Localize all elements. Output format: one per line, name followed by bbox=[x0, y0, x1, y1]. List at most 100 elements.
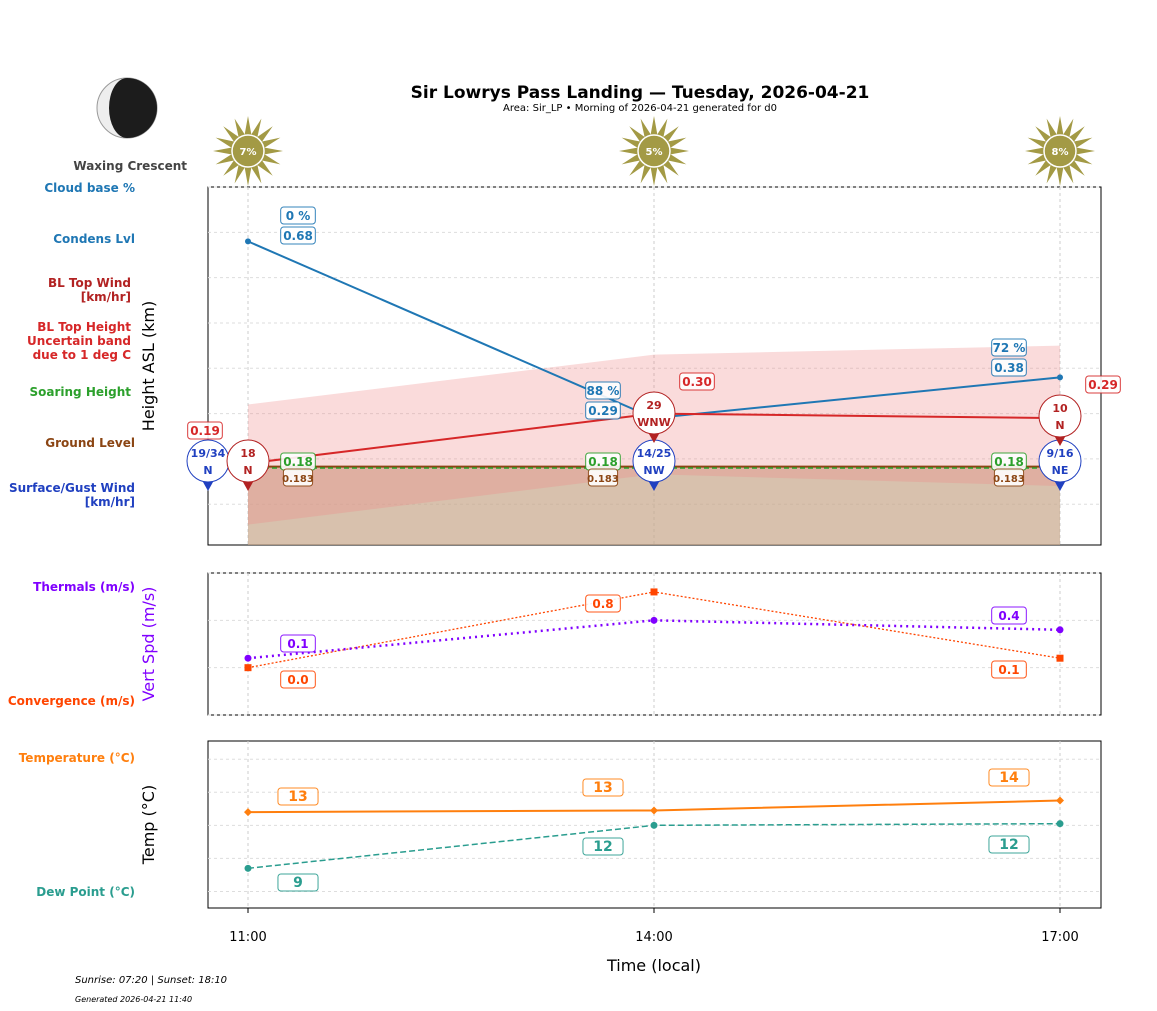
condens-point bbox=[245, 238, 251, 245]
sun-disc bbox=[1043, 134, 1077, 168]
label-cloud-base: Cloud base % bbox=[44, 181, 135, 195]
bl-top-wind-speed: 10 bbox=[1052, 402, 1068, 415]
surface-wind-arrow-icon bbox=[1055, 482, 1065, 491]
x-axis-label: Time (local) bbox=[606, 956, 701, 975]
thermal-point bbox=[244, 654, 252, 662]
bl-top-label: 0.19 bbox=[190, 424, 220, 438]
label-temperature: Temperature (°C) bbox=[18, 751, 135, 765]
x-tick-label: 11:00 bbox=[229, 930, 266, 945]
thermal-point bbox=[1056, 626, 1064, 634]
ground-label-box bbox=[282, 468, 314, 487]
sun-percent: 5% bbox=[646, 147, 663, 158]
thermal-label-box bbox=[280, 634, 316, 653]
bl-top-wind-arrow-icon bbox=[649, 434, 659, 443]
convergence-point bbox=[1056, 654, 1064, 662]
label-surface-wind: Surface/Gust Wind [km/hr] bbox=[9, 481, 135, 509]
condens-label: 0.68 bbox=[283, 229, 313, 243]
dew-point-label-box bbox=[277, 873, 319, 892]
condens-label-box bbox=[280, 226, 316, 245]
label-bl-height: BL Top Height Uncertain band due to 1 de… bbox=[27, 320, 131, 362]
temperature-point bbox=[650, 806, 658, 815]
surface-wind-speed: 9/16 bbox=[1047, 447, 1074, 460]
label-dew-point: Dew Point (°C) bbox=[36, 885, 135, 899]
dew-point-label: 9 bbox=[293, 875, 303, 891]
generated-time: Generated 2026-04-21 11:40 bbox=[75, 995, 193, 1004]
bl-top-label-box bbox=[187, 421, 223, 440]
dew-point-point bbox=[1056, 820, 1064, 828]
temperature-label: 13 bbox=[288, 789, 307, 805]
condens-label: 0.29 bbox=[588, 404, 618, 418]
thermals-line bbox=[247, 619, 1061, 660]
thermal-label: 0.4 bbox=[998, 609, 1019, 623]
ground-label: 0.183 bbox=[587, 474, 619, 485]
bl-top-wind-arrow-icon bbox=[243, 482, 253, 491]
temperature-label-box bbox=[988, 768, 1030, 787]
cloud-base-label-box bbox=[280, 206, 316, 225]
thermal-point bbox=[650, 616, 658, 624]
label-thermals: Thermals (m/s) bbox=[33, 580, 135, 594]
bl-top-wind-speed: 29 bbox=[646, 399, 661, 412]
thermal-label-box bbox=[991, 606, 1027, 625]
moon-phase-label: Waxing Crescent bbox=[73, 159, 187, 173]
convergence-label-box bbox=[280, 670, 316, 689]
temperature-label-box bbox=[582, 778, 624, 797]
sun-disc bbox=[637, 134, 671, 168]
convergence-label: 0.0 bbox=[287, 673, 308, 687]
convergence-point bbox=[650, 588, 658, 596]
cloud-base-label: 88 % bbox=[587, 384, 620, 398]
ground-label: 0.183 bbox=[993, 474, 1025, 485]
temperature-point bbox=[244, 808, 252, 817]
convergence-point bbox=[244, 664, 252, 672]
temperature-label: 13 bbox=[593, 780, 612, 796]
bl-top-wind-direction: N bbox=[243, 464, 252, 477]
soaring-label: 0.18 bbox=[588, 455, 618, 469]
temperature-label: 14 bbox=[999, 770, 1019, 786]
sun-percent: 8% bbox=[1052, 147, 1069, 158]
soaring-label: 0.18 bbox=[994, 455, 1024, 469]
cloud-base-label: 72 % bbox=[993, 341, 1026, 355]
dew-point-point bbox=[650, 821, 658, 829]
surface-wind-direction: N bbox=[203, 464, 212, 477]
bl-top-label-box bbox=[679, 372, 715, 391]
temperature-label-box bbox=[277, 787, 319, 806]
bl-top-label-box bbox=[1085, 375, 1121, 394]
convergence-label: 0.8 bbox=[592, 597, 613, 611]
temperature-point bbox=[1056, 796, 1064, 805]
cloud-base-label: 0 % bbox=[286, 209, 311, 223]
convergence-label-box bbox=[991, 660, 1027, 679]
ground-fill bbox=[248, 466, 1060, 545]
surface-wind-speed: 19/34 bbox=[191, 447, 226, 460]
label-convergence: Convergence (m/s) bbox=[7, 694, 135, 708]
surface-wind-direction: NE bbox=[1052, 464, 1069, 477]
cloud-base-label-box bbox=[585, 381, 621, 400]
sun-percent: 7% bbox=[240, 147, 257, 158]
label-bl-wind: BL Top Wind [km/hr] bbox=[47, 276, 131, 304]
sun-disc bbox=[231, 134, 265, 168]
condens-label-box bbox=[585, 401, 621, 420]
p3-ylabel: Temp (°C) bbox=[139, 785, 158, 865]
x-tick-label: 17:00 bbox=[1041, 930, 1078, 945]
label-ground: Ground Level bbox=[45, 436, 135, 450]
bl-top-wind-arrow-icon bbox=[1055, 437, 1065, 446]
moon-shadow bbox=[109, 78, 157, 138]
ground-label: 0.183 bbox=[282, 474, 314, 485]
surface-wind-arrow-icon bbox=[203, 482, 213, 491]
label-condens: Condens Lvl bbox=[53, 232, 135, 246]
x-tick-label: 14:00 bbox=[635, 930, 672, 945]
convergence-label: 0.1 bbox=[998, 663, 1019, 677]
dew-point-label: 12 bbox=[593, 839, 612, 855]
dew-point-label-box bbox=[988, 835, 1030, 854]
cloud-base-label-box bbox=[991, 338, 1027, 357]
ground-label-box bbox=[993, 468, 1025, 487]
p2-ylabel: Vert Spd (m/s) bbox=[139, 587, 158, 702]
condens-label-box bbox=[991, 358, 1027, 377]
bl-top-wind-direction: N bbox=[1055, 419, 1064, 432]
bl-top-label: 0.29 bbox=[1088, 378, 1118, 392]
sun-times: Sunrise: 07:20 | Sunset: 18:10 bbox=[75, 975, 228, 986]
convergence-label-box bbox=[585, 594, 621, 613]
bl-top-wind-direction: WNW bbox=[637, 416, 670, 429]
bl-top-label: 0.30 bbox=[682, 375, 712, 389]
surface-wind-speed: 14/25 bbox=[637, 447, 672, 460]
dew-point-label-box bbox=[582, 837, 624, 856]
